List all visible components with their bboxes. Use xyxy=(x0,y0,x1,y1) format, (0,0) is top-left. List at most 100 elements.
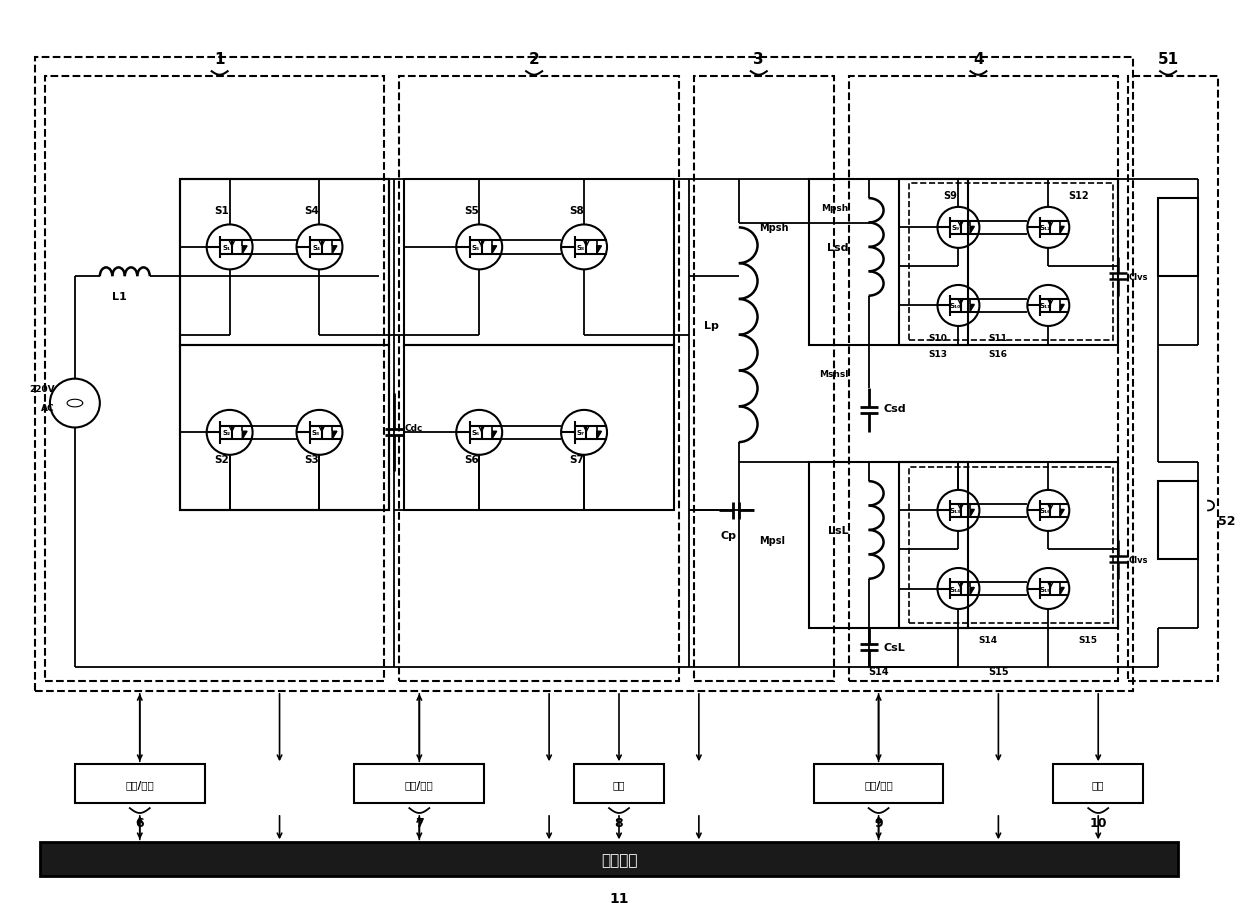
Text: S₁₄: S₁₄ xyxy=(950,586,961,591)
Text: Clvs: Clvs xyxy=(1128,273,1148,282)
Text: L1: L1 xyxy=(113,292,128,302)
Bar xyxy=(74,764,205,804)
Text: 7: 7 xyxy=(415,816,424,829)
Polygon shape xyxy=(970,228,975,234)
Bar xyxy=(808,462,968,628)
Text: Clvs: Clvs xyxy=(1128,555,1148,564)
Bar xyxy=(35,58,1133,691)
Bar xyxy=(404,345,673,511)
Text: 10: 10 xyxy=(1090,816,1107,829)
Text: LsL: LsL xyxy=(828,526,848,535)
Polygon shape xyxy=(970,510,975,517)
Text: 采样: 采样 xyxy=(613,779,625,789)
Bar xyxy=(399,77,680,682)
Text: S8: S8 xyxy=(569,206,584,216)
Text: S16: S16 xyxy=(988,349,1007,358)
Text: S5: S5 xyxy=(464,206,479,216)
Text: 驱动/采样: 驱动/采样 xyxy=(125,779,154,789)
Text: 驱动/采样: 驱动/采样 xyxy=(405,779,434,789)
Text: S₃: S₃ xyxy=(312,430,320,436)
Text: AC: AC xyxy=(41,404,55,413)
Polygon shape xyxy=(242,432,247,440)
Bar xyxy=(694,77,833,682)
Text: Mpsh: Mpsh xyxy=(759,223,789,233)
Bar xyxy=(1128,77,1218,682)
Polygon shape xyxy=(970,305,975,312)
Polygon shape xyxy=(596,247,601,255)
Bar xyxy=(1053,764,1143,804)
Polygon shape xyxy=(492,247,497,255)
Text: 控制单元: 控制单元 xyxy=(600,852,637,867)
Bar xyxy=(1158,199,1198,277)
Text: Mpsh: Mpsh xyxy=(821,204,848,213)
Text: S4: S4 xyxy=(305,206,320,216)
Polygon shape xyxy=(1060,305,1064,312)
Text: S₅: S₅ xyxy=(471,245,480,251)
Bar xyxy=(355,764,484,804)
Text: 采样: 采样 xyxy=(1092,779,1105,789)
Text: 9: 9 xyxy=(874,816,883,829)
Bar xyxy=(899,180,1118,345)
Text: 1: 1 xyxy=(215,52,224,67)
Text: 4: 4 xyxy=(973,52,983,67)
Text: 220V: 220V xyxy=(30,385,55,394)
Text: S3: S3 xyxy=(305,454,319,464)
Text: S₁₅: S₁₅ xyxy=(1039,586,1050,591)
Bar xyxy=(404,180,673,345)
Text: S₄: S₄ xyxy=(312,245,320,251)
Text: Csd: Csd xyxy=(884,404,906,414)
Text: S₁₁: S₁₁ xyxy=(1039,303,1050,309)
Text: 驱动/采样: 驱动/采样 xyxy=(864,779,893,789)
Polygon shape xyxy=(492,432,497,440)
Text: 8: 8 xyxy=(615,816,624,829)
Bar xyxy=(180,180,389,511)
Polygon shape xyxy=(970,588,975,595)
Bar xyxy=(909,467,1114,623)
Polygon shape xyxy=(1060,510,1064,517)
Text: 52: 52 xyxy=(1218,514,1235,527)
Text: 51: 51 xyxy=(1158,52,1179,67)
Text: CsL: CsL xyxy=(884,642,905,652)
Bar xyxy=(574,764,663,804)
Bar xyxy=(180,180,389,345)
Text: S₈: S₈ xyxy=(577,245,585,251)
Text: S₁₂: S₁₂ xyxy=(1039,225,1050,231)
Text: S14: S14 xyxy=(868,666,889,676)
Text: S₁₀: S₁₀ xyxy=(950,303,961,309)
Text: Lp: Lp xyxy=(704,321,719,330)
Bar xyxy=(909,184,1114,340)
Text: S₂: S₂ xyxy=(222,430,231,436)
Bar xyxy=(40,842,1178,877)
Bar xyxy=(808,180,968,345)
Text: S1: S1 xyxy=(215,206,229,216)
Text: S₁₆: S₁₆ xyxy=(1039,507,1050,514)
Text: S₉: S₉ xyxy=(951,225,960,231)
Polygon shape xyxy=(1060,588,1064,595)
Polygon shape xyxy=(1060,228,1064,234)
Text: Mpsl: Mpsl xyxy=(759,535,785,545)
Text: S15: S15 xyxy=(988,666,1008,676)
Text: S10: S10 xyxy=(929,333,947,342)
Text: 2: 2 xyxy=(528,52,539,67)
Text: S2: S2 xyxy=(215,454,229,464)
Text: Lsd: Lsd xyxy=(827,243,848,253)
Text: S13: S13 xyxy=(929,349,947,358)
Text: S₇: S₇ xyxy=(577,430,585,436)
Text: Cp: Cp xyxy=(720,530,737,540)
Text: 11: 11 xyxy=(609,891,629,903)
Bar xyxy=(45,77,384,682)
Text: S14: S14 xyxy=(978,636,997,645)
Text: S15: S15 xyxy=(1079,636,1097,645)
Text: S₁: S₁ xyxy=(222,245,231,251)
Polygon shape xyxy=(332,432,337,440)
Text: S12: S12 xyxy=(1069,191,1089,200)
Text: 6: 6 xyxy=(135,816,144,829)
Text: S₆: S₆ xyxy=(471,430,480,436)
Text: 3: 3 xyxy=(754,52,764,67)
Text: S7: S7 xyxy=(569,454,584,464)
Bar xyxy=(1158,481,1198,560)
Bar xyxy=(848,77,1118,682)
Text: S₁₃: S₁₃ xyxy=(950,507,961,514)
Bar xyxy=(899,462,1118,628)
Polygon shape xyxy=(242,247,247,255)
